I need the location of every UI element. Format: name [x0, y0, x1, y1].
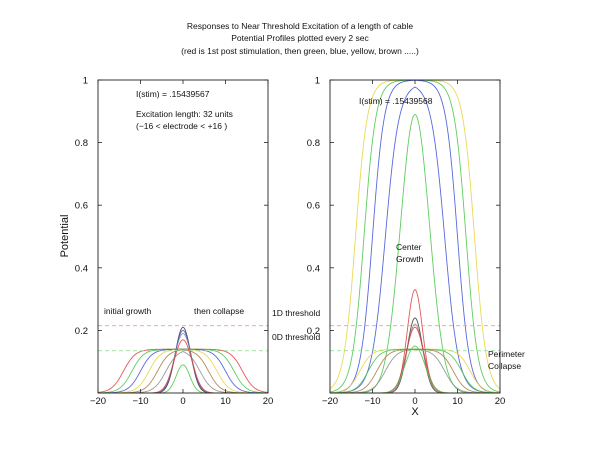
right-series-blue-line [329, 86, 501, 394]
left-y-tick-label: 0.2 [75, 326, 88, 337]
right-growth-label: Growth [396, 254, 424, 264]
left-x-tick-label: −10 [132, 396, 148, 407]
left-x-tick-label: −20 [90, 396, 106, 407]
left-series-dark-line [98, 326, 268, 394]
left-chart: −20 −10 0 10 20 0.2 0.4 0.6 0.8 1 I(stim) = .154… [59, 76, 273, 408]
left-series-gray-line [98, 351, 268, 394]
right-series-yellow-line [329, 348, 501, 394]
x-axis-label: X [411, 406, 419, 418]
left-series-green-line [98, 364, 268, 394]
threshold-0d-label: 0D threshold [272, 332, 320, 342]
right-center-label: Center [396, 242, 422, 252]
y-axis-label: Potential [59, 215, 71, 258]
left-x-tick-label: 20 [263, 396, 274, 407]
right-y-tick-label: 0.8 [307, 138, 320, 149]
left-initial-growth-label: initial growth [104, 306, 152, 316]
right-series-gray-line [330, 349, 500, 394]
right-series-group [329, 79, 501, 394]
right-x-tick-label: −20 [322, 396, 338, 407]
left-then-collapse-label: then collapse [194, 306, 244, 316]
left-y-ticks: 0.2 0.4 0.6 0.8 1 [75, 76, 268, 337]
right-perimeter-label: Perimeter [488, 349, 525, 359]
left-stim-annotation: I(stim) = .15439567 [136, 89, 210, 99]
left-y-tick-label: 0.8 [75, 138, 88, 149]
right-y-tick-label: 1 [315, 76, 320, 87]
left-series-group [97, 326, 269, 394]
right-series-yellow-line [329, 79, 501, 390]
right-series-red-line [330, 289, 500, 394]
figure-title-line-2: Potential Profiles plotted every 2 sec [231, 33, 369, 43]
left-series-red-line [97, 348, 269, 393]
figure-title-line-3: (red is 1st post stimulation, then green… [181, 46, 419, 56]
right-x-ticks: −20 −10 0 10 20 [322, 80, 505, 407]
right-y-ticks: 0.2 0.4 0.6 0.8 1 [307, 76, 500, 337]
left-x-ticks: −20 −10 0 10 20 [90, 80, 273, 407]
right-x-tick-label: −10 [364, 396, 380, 407]
right-x-tick-label: 10 [452, 396, 463, 407]
left-x-tick-label: 0 [180, 396, 185, 407]
left-electrode-annotation: (−16 < electrode < +16 ) [136, 121, 227, 131]
left-y-tick-label: 0.4 [75, 263, 88, 274]
right-series-brown-line [330, 348, 500, 394]
right-y-tick-label: 0.6 [307, 201, 320, 212]
threshold-1d-label: 1D threshold [272, 308, 320, 318]
left-y-tick-label: 1 [83, 76, 88, 87]
right-series-red-line [330, 326, 500, 394]
right-stim-annotation: I(stim) = .15439568 [359, 96, 433, 106]
right-collapse-label: Collapse [488, 361, 521, 371]
left-y-tick-label: 0.6 [75, 201, 88, 212]
right-x-tick-label: 0 [412, 396, 417, 407]
figure-title-line-1: Responses to Near Threshold Excitation o… [186, 21, 414, 31]
left-x-tick-label: 10 [220, 396, 231, 407]
right-series-green-line [329, 348, 501, 394]
right-series-green-line [330, 345, 500, 394]
right-y-tick-label: 0.4 [307, 263, 320, 274]
left-excitation-annotation: Excitation length: 32 units [136, 109, 233, 119]
right-y-tick-label: 0.2 [307, 326, 320, 337]
right-chart: −20 −10 0 10 20 0.2 0.4 0.6 0.8 1 I(stim) = .154… [272, 76, 525, 419]
right-x-tick-label: 20 [495, 396, 506, 407]
